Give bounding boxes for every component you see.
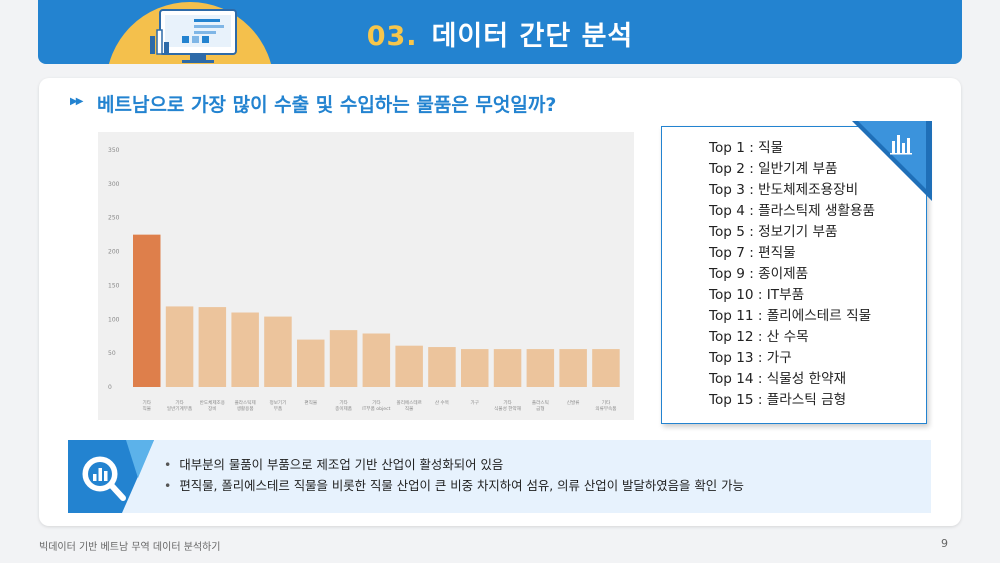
- bar-chart: 350 300 250 200 150 100 50 0 기타 직물 기타 일반기계부품 반도체제조용 장…: [98, 132, 634, 420]
- y-tick-label: 250: [108, 215, 120, 222]
- x-tick-label: 기타 직물: [143, 399, 152, 412]
- top-item: Top 4 : 플라스틱제 생활용품: [709, 203, 876, 219]
- x-tick-label: 폴리에스테르 직물: [396, 399, 421, 412]
- x-tick-label: 반도체제조용 장비: [200, 399, 225, 412]
- x-tick-label: 플라스틱제 생활용품: [235, 399, 256, 412]
- top-item: Top 1 : 직물: [709, 140, 784, 156]
- bar: [559, 349, 587, 387]
- summary-box: 대부분의 물품이 부품으로 제조업 기반 산업이 활성화되어 있음편직물, 폴리…: [68, 440, 931, 513]
- bar: [329, 330, 358, 387]
- y-tick-label: 0: [108, 384, 112, 391]
- x-tick-label: 신발류: [567, 399, 580, 406]
- summary-item: 편직물, 폴리에스테르 직물을 비롯한 직물 산업이 큰 비중 차지하여 섬유,…: [164, 475, 744, 496]
- x-tick-label: 기타 식물성 한약재: [494, 399, 521, 412]
- x-tick-label: 산 수목: [435, 399, 449, 406]
- bar: [461, 349, 489, 387]
- bar: [231, 312, 259, 387]
- top-item: Top 5 : 정보기기 부품: [709, 224, 838, 240]
- summary-list: 대부분의 물품이 부품으로 제조업 기반 산업이 활성화되어 있음편직물, 폴리…: [164, 454, 744, 496]
- x-tick-label: 기타 종이제품: [335, 399, 352, 412]
- y-tick-label: 350: [108, 147, 120, 154]
- section-title: 데이터 간단 분석: [431, 21, 634, 52]
- top-item: Top 3 : 반도체제조용장비: [709, 182, 859, 198]
- double-arrow-icon: ▶▶: [70, 96, 83, 107]
- x-tick-label: 정보기기 부품: [269, 399, 286, 412]
- top-items-list: Top 1 : 직물 Top 2 : 일반기계 부품 Top 3 : 반도체제조용장…: [709, 138, 875, 411]
- top-item: Top 10 : IT부품: [709, 287, 805, 303]
- question-title: 베트남으로 가장 많이 수출 및 수입하는 물품은 무엇일까?: [97, 94, 557, 116]
- top-item: Top 15 : 플라스틱 금형: [709, 392, 847, 408]
- section-number: 03.: [366, 21, 418, 52]
- bar: [395, 345, 423, 387]
- top-item: Top 13 : 가구: [709, 350, 792, 366]
- y-tick-label: 200: [108, 249, 120, 256]
- bar: [592, 349, 620, 387]
- top-item: Top 12 : 산 수목: [709, 329, 809, 345]
- y-tick-label: 100: [108, 316, 120, 323]
- bar: [198, 307, 227, 387]
- top-items-panel: Top 1 : 직물 Top 2 : 일반기계 부품 Top 3 : 반도체제조용장…: [661, 121, 932, 424]
- top-item: Top 2 : 일반기계 부품: [709, 161, 838, 177]
- y-tick-label: 50: [108, 350, 116, 357]
- x-tick-label: 편직물: [304, 399, 317, 406]
- y-tick-label: 300: [108, 181, 120, 188]
- top-item: Top 9 : 종이제품: [709, 266, 809, 282]
- bar-chart-icon: [852, 121, 932, 201]
- x-tick-label: 기타 의류부속품: [595, 399, 616, 412]
- monitor-chart-icon: [150, 9, 237, 63]
- bar: [264, 316, 292, 387]
- bar: [297, 339, 325, 387]
- x-tick-label: 기타 일반기계부품: [167, 399, 192, 412]
- footer-title: 빅데이터 기반 베트남 무역 데이터 분석하기: [39, 542, 221, 553]
- bar: [493, 349, 522, 387]
- page-number: 9: [941, 537, 948, 550]
- x-tick-label: 플라스틱 금형: [532, 399, 549, 412]
- bar: [526, 349, 555, 387]
- page-title: 03. 데이터 간단 분석: [38, 14, 962, 53]
- header-bar: 03. 데이터 간단 분석: [38, 0, 962, 64]
- x-tick-label: 기타 IT부품 object: [362, 399, 390, 412]
- top-item: Top 7 : 편직물: [709, 245, 796, 261]
- summary-item: 대부분의 물품이 부품으로 제조업 기반 산업이 활성화되어 있음: [164, 454, 744, 475]
- bar: [165, 306, 194, 387]
- top-item: Top 11 : 폴리에스테르 직물: [709, 308, 872, 324]
- bar: [428, 347, 456, 387]
- magnifier-chart-icon: [68, 440, 154, 513]
- top-item: Top 14 : 식물성 한약재: [709, 371, 847, 387]
- y-tick-label: 150: [108, 282, 120, 289]
- bar: [362, 333, 391, 387]
- bar: [133, 234, 161, 387]
- x-tick-label: 가구: [471, 399, 479, 406]
- bar-chart-svg: 350 300 250 200 150 100 50 0 기타 직물 기타 일반기계부품 반도체제조용 장…: [108, 147, 620, 412]
